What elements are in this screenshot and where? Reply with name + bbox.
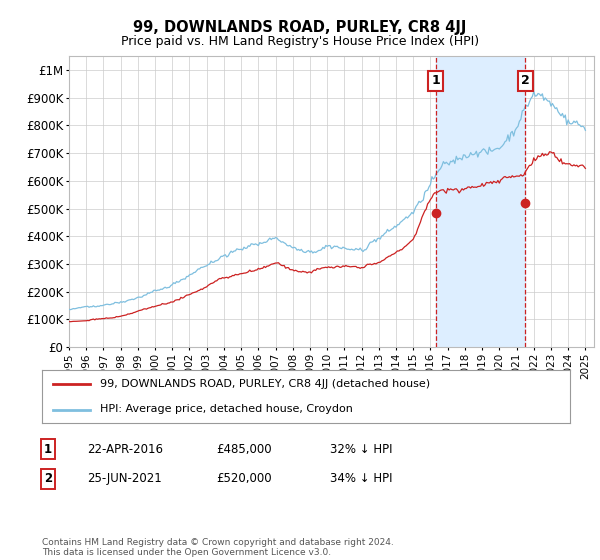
Text: 99, DOWNLANDS ROAD, PURLEY, CR8 4JJ (detached house): 99, DOWNLANDS ROAD, PURLEY, CR8 4JJ (det… xyxy=(100,380,430,390)
Text: 2: 2 xyxy=(521,74,530,87)
Text: 25-JUN-2021: 25-JUN-2021 xyxy=(87,472,162,486)
Text: £520,000: £520,000 xyxy=(216,472,272,486)
Text: £485,000: £485,000 xyxy=(216,442,272,456)
Text: Contains HM Land Registry data © Crown copyright and database right 2024.
This d: Contains HM Land Registry data © Crown c… xyxy=(42,538,394,557)
Text: 34% ↓ HPI: 34% ↓ HPI xyxy=(330,472,392,486)
Text: 2: 2 xyxy=(44,472,52,486)
Text: Price paid vs. HM Land Registry's House Price Index (HPI): Price paid vs. HM Land Registry's House … xyxy=(121,35,479,48)
Text: 22-APR-2016: 22-APR-2016 xyxy=(87,442,163,456)
Text: 99, DOWNLANDS ROAD, PURLEY, CR8 4JJ: 99, DOWNLANDS ROAD, PURLEY, CR8 4JJ xyxy=(133,20,467,35)
Text: 1: 1 xyxy=(431,74,440,87)
Text: HPI: Average price, detached house, Croydon: HPI: Average price, detached house, Croy… xyxy=(100,404,353,414)
Text: 32% ↓ HPI: 32% ↓ HPI xyxy=(330,442,392,456)
Text: 1: 1 xyxy=(44,442,52,456)
Bar xyxy=(436,56,525,347)
